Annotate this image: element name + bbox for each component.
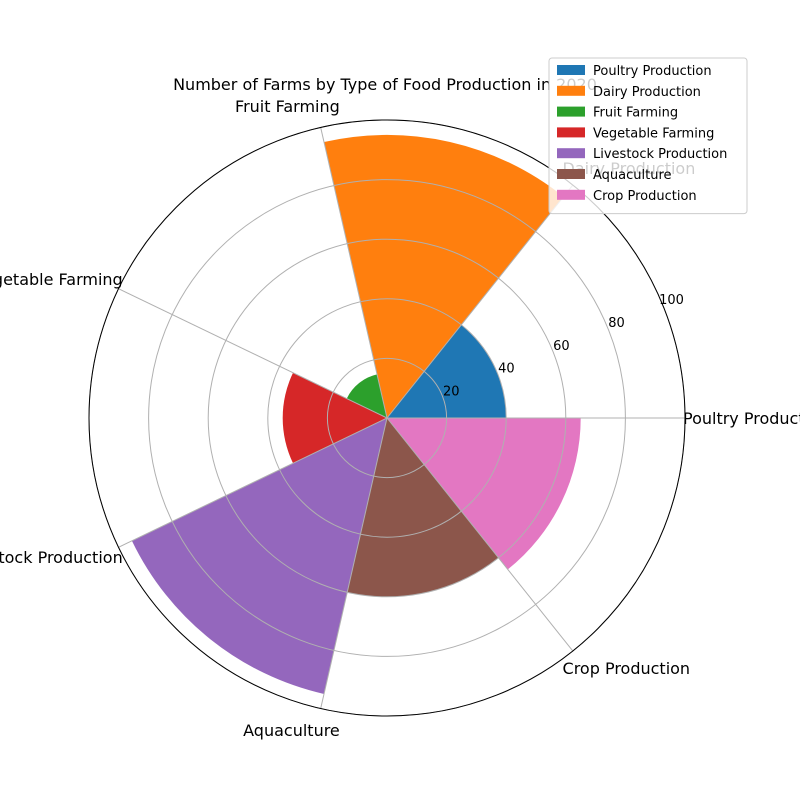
bar-crop-production — [387, 418, 581, 570]
legend-swatch-vegetable-farming — [557, 127, 585, 138]
legend: Poultry Production Dairy Production Fruit … — [548, 57, 748, 215]
legend-label-aquaculture: Aquaculture — [593, 168, 672, 183]
r-tick-label: 40 — [498, 362, 515, 377]
legend-swatch-aquaculture — [557, 169, 585, 179]
legend-label-crop-production: Crop Production — [593, 189, 697, 204]
category-label-vegetable-farming: Vegetable Farming — [0, 270, 123, 289]
category-label-poultry-production: Poultry Production — [683, 409, 800, 428]
bar-fruit-farming — [346, 374, 387, 418]
bars-layer — [131, 134, 581, 694]
legend-swatch-fruit-farming — [557, 106, 585, 117]
legend-label-poultry-production: Poultry Production — [593, 64, 712, 79]
category-label-aquaculture: Aquaculture — [243, 721, 340, 740]
legend-label-dairy-production: Dairy Production — [593, 85, 701, 100]
bar-poultry-production — [387, 324, 507, 418]
bar-livestock-production — [131, 418, 387, 694]
polar-frame — [88, 119, 686, 717]
grid-spoke — [320, 417, 388, 709]
legend-box — [548, 57, 748, 215]
legend-label-livestock-production: Livestock Production — [593, 147, 727, 162]
legend-swatch-poultry-production — [557, 65, 585, 75]
grid-spoke — [386, 417, 574, 652]
grid-spoke — [386, 184, 574, 419]
category-label-fruit-farming: Fruit Farming — [235, 97, 340, 116]
category-label-crop-production: Crop Production — [563, 659, 691, 678]
grid-spoke — [320, 127, 388, 419]
r-tick-label: 100 — [659, 293, 684, 308]
bar-dairy-production — [324, 134, 564, 418]
grid-layer — [88, 119, 686, 717]
r-tick-label: 60 — [553, 339, 570, 354]
legend-label-vegetable-farming: Vegetable Farming — [593, 126, 714, 141]
legend-swatch-dairy-production — [557, 85, 585, 96]
grid-spoke — [118, 417, 388, 548]
legend-swatch-crop-production — [557, 189, 585, 200]
r-tick-label: 20 — [443, 384, 460, 399]
bar-vegetable-farming — [282, 372, 387, 464]
bar-aquaculture — [347, 418, 499, 597]
legend-swatch-livestock-production — [557, 148, 585, 159]
legend-label-fruit-farming: Fruit Farming — [593, 106, 678, 121]
chart-title: Number of Farms by Type of Food Producti… — [173, 75, 597, 94]
grid-spoke — [118, 288, 388, 419]
category-label-livestock-production: Livestock Production — [0, 548, 123, 567]
r-tick-label: 80 — [608, 316, 625, 331]
